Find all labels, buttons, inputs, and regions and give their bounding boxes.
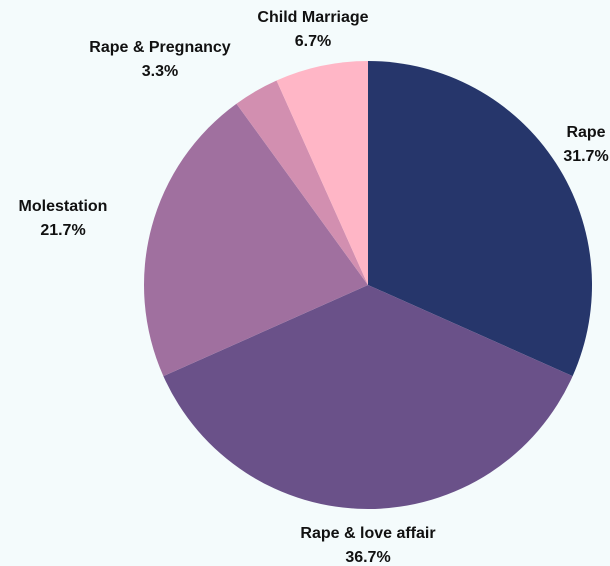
value-label: 21.7% <box>40 222 85 239</box>
pie-slice <box>236 80 368 285</box>
value-label: 36.7% <box>345 549 390 566</box>
pie-slice <box>276 61 368 285</box>
slice-label: Rape & Pregnancy <box>89 39 230 56</box>
pie-slice <box>144 103 368 377</box>
pie-slice <box>163 285 573 509</box>
value-label: 6.7% <box>295 33 331 50</box>
value-label: 3.3% <box>142 63 178 80</box>
slice-label: Molestation <box>19 198 108 215</box>
pie-slice <box>368 61 592 377</box>
value-label: 31.7% <box>563 148 608 165</box>
slice-label: Child Marriage <box>257 9 368 26</box>
slice-label: Rape <box>566 124 605 141</box>
slice-label: Rape & love affair <box>300 525 435 542</box>
